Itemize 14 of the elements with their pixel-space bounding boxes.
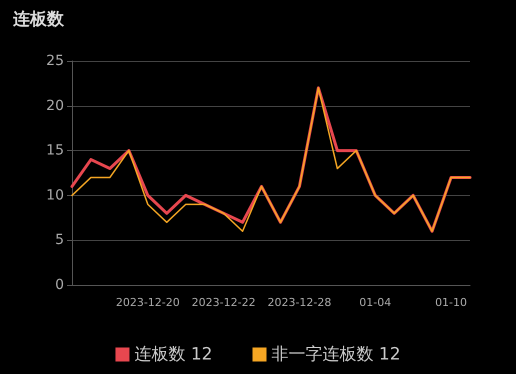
x-tick-label: 01-10	[435, 296, 468, 309]
x-tick-label: 01-04	[359, 296, 392, 309]
legend-label: 连板数 12	[134, 344, 213, 364]
y-tick-label: 25	[46, 53, 64, 69]
x-tick-label: 2023-12-20	[116, 296, 180, 309]
x-tick-label: 2023-12-28	[267, 296, 332, 309]
legend-label: 非一字连板数 12	[272, 344, 401, 364]
y-tick-label: 15	[46, 142, 64, 159]
y-tick-label: 0	[55, 277, 64, 293]
y-tick-label: 5	[55, 232, 64, 248]
y-tick-label: 20	[46, 98, 64, 114]
x-tick-label: 2023-12-22	[192, 296, 256, 309]
y-tick-label: 10	[46, 187, 64, 204]
chart-title: 连板数	[12, 10, 65, 30]
